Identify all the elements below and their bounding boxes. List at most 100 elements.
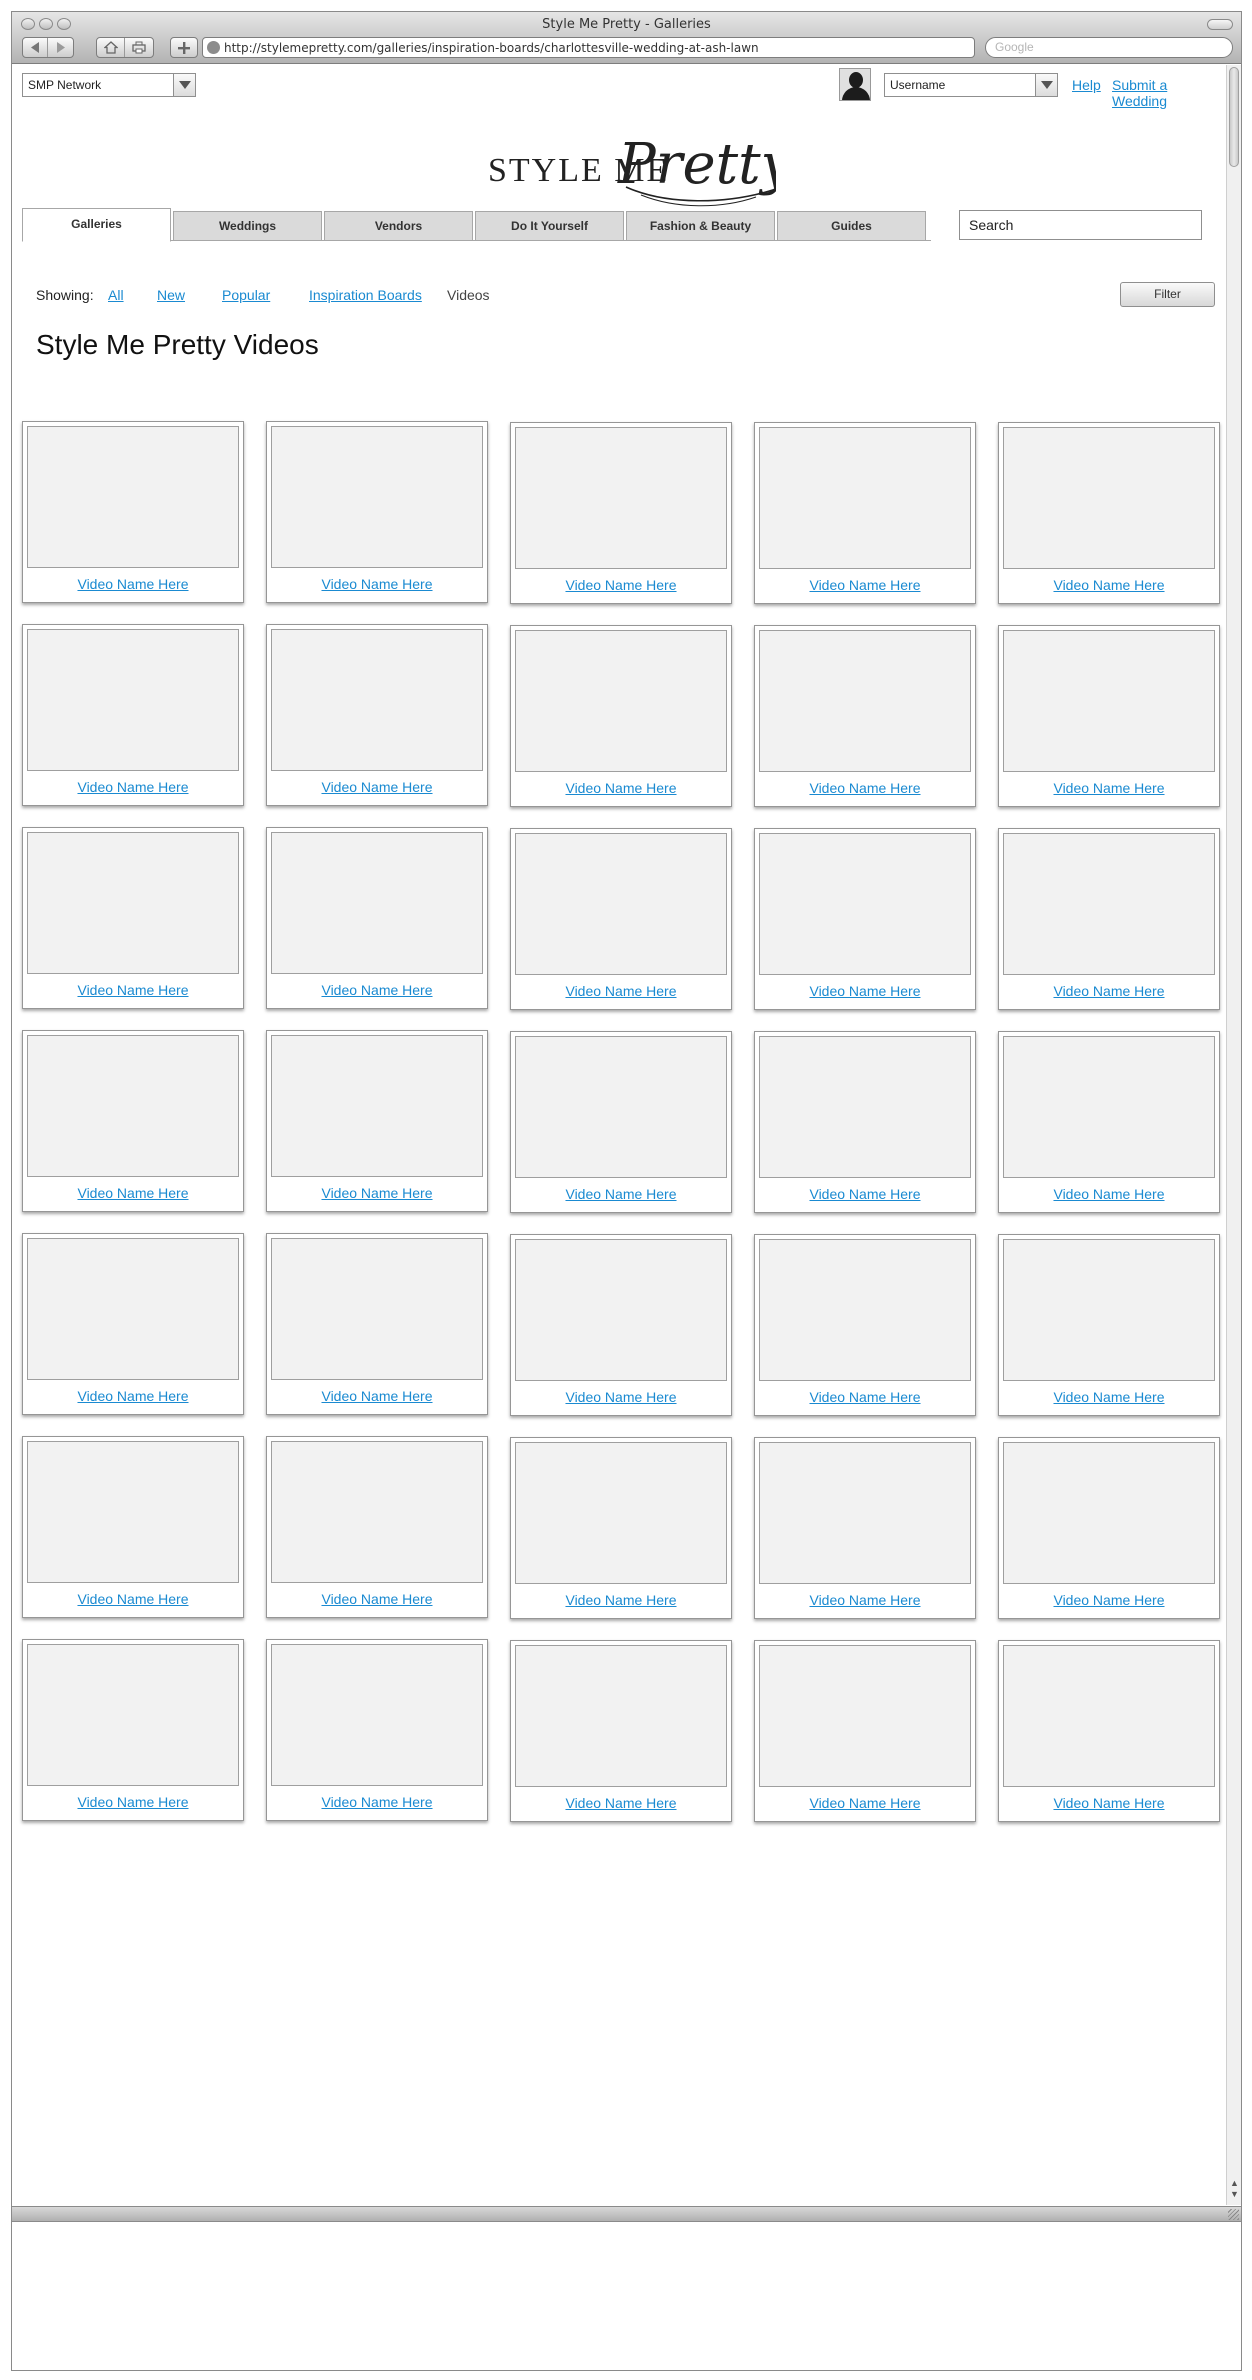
vertical-scrollbar[interactable]: ▲ ▼ — [1226, 65, 1241, 2205]
video-card[interactable]: Video Name Here — [998, 1031, 1220, 1213]
video-name-link[interactable]: Video Name Here — [809, 1186, 921, 1202]
video-thumbnail[interactable] — [27, 832, 239, 974]
video-name-link[interactable]: Video Name Here — [321, 982, 433, 998]
video-thumbnail[interactable] — [27, 426, 239, 568]
video-name-link[interactable]: Video Name Here — [1053, 983, 1165, 999]
video-name-link[interactable]: Video Name Here — [809, 983, 921, 999]
scroll-up-arrow-icon[interactable]: ▲ — [1230, 2178, 1239, 2188]
video-name-link[interactable]: Video Name Here — [1053, 780, 1165, 796]
video-name-link[interactable]: Video Name Here — [1053, 577, 1165, 593]
video-name-link[interactable]: Video Name Here — [565, 983, 677, 999]
minimize-window-button[interactable] — [39, 18, 53, 30]
video-card[interactable]: Video Name Here — [998, 1640, 1220, 1822]
video-thumbnail[interactable] — [271, 832, 483, 974]
video-card[interactable]: Video Name Here — [754, 422, 976, 604]
video-thumbnail[interactable] — [1003, 1036, 1215, 1178]
video-card[interactable]: Video Name Here — [510, 625, 732, 807]
scroll-down-arrow-icon[interactable]: ▼ — [1230, 2189, 1239, 2199]
tab-fashion-beauty[interactable]: Fashion & Beauty — [626, 211, 775, 241]
video-card[interactable]: Video Name Here — [510, 828, 732, 1010]
video-thumbnail[interactable] — [759, 1442, 971, 1584]
video-thumbnail[interactable] — [271, 1035, 483, 1177]
submit-wedding-link[interactable]: Submit a Wedding — [1112, 77, 1168, 109]
video-name-link[interactable]: Video Name Here — [77, 982, 189, 998]
tab-weddings[interactable]: Weddings — [173, 211, 322, 241]
site-search-input[interactable]: Search — [959, 210, 1202, 240]
back-button[interactable] — [23, 38, 48, 57]
video-name-link[interactable]: Video Name Here — [565, 780, 677, 796]
video-thumbnail[interactable] — [515, 1036, 727, 1178]
video-name-link[interactable]: Video Name Here — [565, 577, 677, 593]
close-window-button[interactable] — [21, 18, 35, 30]
video-thumbnail[interactable] — [1003, 427, 1215, 569]
address-bar[interactable]: http://stylemepretty.com/galleries/inspi… — [202, 37, 975, 58]
filter-all-link[interactable]: All — [108, 287, 124, 303]
video-name-link[interactable]: Video Name Here — [809, 577, 921, 593]
video-thumbnail[interactable] — [27, 1644, 239, 1786]
video-thumbnail[interactable] — [271, 629, 483, 771]
scrollbar-thumb[interactable] — [1229, 67, 1239, 167]
video-card[interactable]: Video Name Here — [510, 1234, 732, 1416]
video-thumbnail[interactable] — [515, 1442, 727, 1584]
video-thumbnail[interactable] — [27, 1441, 239, 1583]
forward-button[interactable] — [48, 38, 73, 57]
video-name-link[interactable]: Video Name Here — [565, 1186, 677, 1202]
add-bookmark-button[interactable] — [170, 37, 198, 58]
zoom-window-button[interactable] — [57, 18, 71, 30]
video-name-link[interactable]: Video Name Here — [77, 1388, 189, 1404]
video-thumbnail[interactable] — [759, 630, 971, 772]
home-button[interactable] — [97, 38, 125, 57]
video-name-link[interactable]: Video Name Here — [77, 779, 189, 795]
video-name-link[interactable]: Video Name Here — [1053, 1592, 1165, 1608]
video-name-link[interactable]: Video Name Here — [565, 1592, 677, 1608]
video-card[interactable]: Video Name Here — [22, 1233, 244, 1415]
browser-search-field[interactable]: Google — [985, 37, 1233, 58]
video-thumbnail[interactable] — [759, 1645, 971, 1787]
tab-guides[interactable]: Guides — [777, 211, 926, 241]
filter-inspiration-boards-link[interactable]: Inspiration Boards — [309, 287, 422, 303]
filter-new-link[interactable]: New — [157, 287, 186, 303]
video-thumbnail[interactable] — [1003, 1239, 1215, 1381]
video-thumbnail[interactable] — [1003, 1442, 1215, 1584]
video-card[interactable]: Video Name Here — [754, 1234, 976, 1416]
video-thumbnail[interactable] — [515, 833, 727, 975]
video-thumbnail[interactable] — [27, 1035, 239, 1177]
video-card[interactable]: Video Name Here — [998, 828, 1220, 1010]
help-link[interactable]: Help — [1072, 77, 1101, 93]
video-thumbnail[interactable] — [1003, 1645, 1215, 1787]
video-name-link[interactable]: Video Name Here — [77, 576, 189, 592]
toolbar-toggle-button[interactable] — [1207, 19, 1233, 30]
video-thumbnail[interactable] — [759, 1239, 971, 1381]
tab-vendors[interactable]: Vendors — [324, 211, 473, 241]
video-card[interactable]: Video Name Here — [266, 421, 488, 603]
video-thumbnail[interactable] — [759, 1036, 971, 1178]
video-name-link[interactable]: Video Name Here — [77, 1794, 189, 1810]
video-card[interactable]: Video Name Here — [22, 1436, 244, 1618]
video-card[interactable]: Video Name Here — [510, 1031, 732, 1213]
video-name-link[interactable]: Video Name Here — [809, 1795, 921, 1811]
video-thumbnail[interactable] — [1003, 630, 1215, 772]
video-thumbnail[interactable] — [271, 1441, 483, 1583]
video-card[interactable]: Video Name Here — [510, 422, 732, 604]
video-thumbnail[interactable] — [1003, 833, 1215, 975]
resize-grip-icon[interactable] — [1228, 2209, 1239, 2220]
filter-button[interactable]: Filter — [1120, 282, 1215, 307]
video-thumbnail[interactable] — [759, 427, 971, 569]
video-name-link[interactable]: Video Name Here — [321, 1388, 433, 1404]
video-thumbnail[interactable] — [271, 426, 483, 568]
video-card[interactable]: Video Name Here — [22, 1030, 244, 1212]
video-card[interactable]: Video Name Here — [998, 625, 1220, 807]
username-select[interactable]: Username — [884, 73, 1058, 97]
video-name-link[interactable]: Video Name Here — [321, 1591, 433, 1607]
video-card[interactable]: Video Name Here — [754, 1031, 976, 1213]
video-card[interactable]: Video Name Here — [266, 624, 488, 806]
video-card[interactable]: Video Name Here — [754, 1437, 976, 1619]
video-thumbnail[interactable] — [27, 629, 239, 771]
video-thumbnail[interactable] — [515, 427, 727, 569]
video-card[interactable]: Video Name Here — [998, 1437, 1220, 1619]
video-name-link[interactable]: Video Name Here — [1053, 1795, 1165, 1811]
video-name-link[interactable]: Video Name Here — [77, 1185, 189, 1201]
video-name-link[interactable]: Video Name Here — [321, 1185, 433, 1201]
video-thumbnail[interactable] — [515, 630, 727, 772]
video-card[interactable]: Video Name Here — [510, 1437, 732, 1619]
